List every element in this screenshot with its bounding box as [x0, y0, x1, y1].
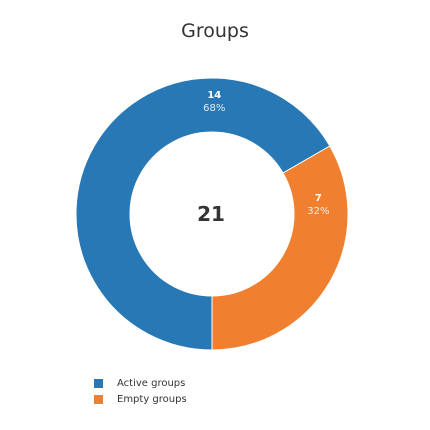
legend-swatch-active: [94, 379, 103, 388]
slice-percent-label-empty: 32%: [307, 206, 329, 217]
slice-empty[interactable]: [211, 145, 349, 351]
slice-percent-label-active: 68%: [203, 103, 225, 114]
legend-swatch-empty: [94, 395, 103, 404]
center-total-label: 21: [197, 202, 225, 226]
slice-value-label-active: 14: [207, 90, 221, 101]
legend-item-empty[interactable]: Empty groups: [94, 392, 187, 407]
legend-label-empty: Empty groups: [117, 394, 187, 405]
slice-value-label-empty: 7: [315, 193, 322, 204]
chart-legend: Active groups Empty groups: [94, 376, 187, 408]
slice-active[interactable]: [75, 77, 331, 351]
legend-label-active: Active groups: [117, 378, 186, 389]
legend-item-active[interactable]: Active groups: [94, 376, 187, 391]
chart-title: Groups: [181, 20, 249, 42]
